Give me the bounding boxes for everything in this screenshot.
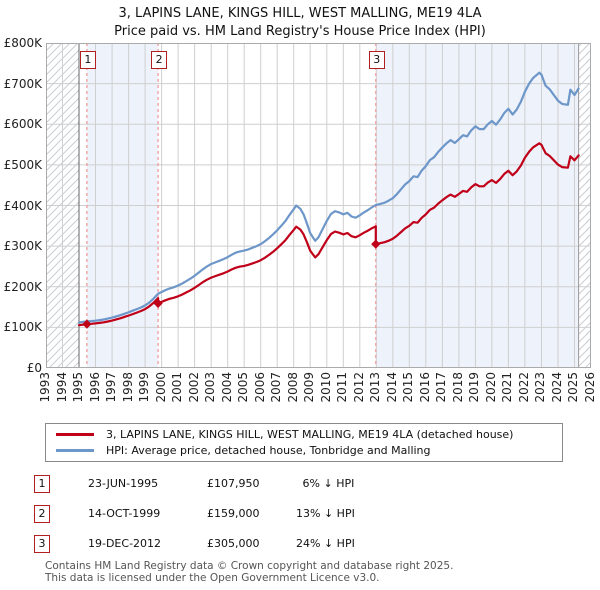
transaction-number-badge: 2 — [34, 505, 50, 523]
transaction-pct: 13% — [296, 507, 321, 520]
x-tick-label: 2015 — [401, 372, 416, 403]
x-tick-label: 2018 — [450, 372, 465, 403]
x-tick-label: 1994 — [54, 372, 69, 403]
y-tick-label: £700K — [3, 76, 42, 91]
y-tick-label: £300K — [3, 239, 42, 254]
transaction-price: £107,950 — [207, 477, 260, 490]
x-tick-label: 2025 — [566, 372, 581, 403]
purchase-badge-1: 1 — [79, 51, 96, 69]
y-tick-label: £400K — [3, 198, 42, 213]
x-tick-label: 2026 — [583, 372, 597, 403]
transaction-hpi-diff: 6% ↓ HPI — [296, 477, 355, 490]
x-tick-label: 1998 — [120, 372, 135, 403]
x-tick-label: 2004 — [219, 372, 234, 403]
x-tick-label: 2013 — [368, 372, 383, 403]
transaction-hpi-diff: 24% ↓ HPI — [296, 537, 355, 550]
transaction-hpi-diff: 13% ↓ HPI — [296, 507, 355, 520]
x-tick-label: 2001 — [170, 372, 185, 403]
x-tick-label: 2002 — [186, 372, 201, 403]
transaction-date: 23-JUN-1995 — [88, 477, 159, 490]
price-chart: £0 £100K £200K £300K £400K £500K £600K £700K £80… — [3, 36, 597, 403]
y-tick-label: £100K — [3, 320, 42, 335]
transaction-date: 14-OCT-1999 — [88, 507, 161, 520]
x-tick-label: 1993 — [38, 372, 52, 403]
y-tick-label: £600K — [3, 117, 42, 132]
transaction-pct: 24% — [296, 537, 321, 550]
gridlines — [46, 43, 591, 368]
x-tick-label: 2024 — [549, 372, 564, 403]
licence-footer: Contains HM Land Registry data © Crown c… — [45, 560, 453, 584]
x-tick-label: 2014 — [384, 372, 399, 403]
x-tick-label: 2010 — [318, 372, 333, 403]
y-tick-label: £200K — [3, 279, 42, 294]
purchase-badge-2: 2 — [151, 51, 168, 69]
transaction-pct-suffix: ↓ HPI — [323, 477, 355, 490]
transaction-price: £159,000 — [207, 507, 260, 520]
transaction-row: 3 19-DEC-2012 £305,000 24% ↓ HPI — [0, 535, 600, 555]
property-line-swatch — [56, 433, 94, 436]
transaction-pct-suffix: ↓ HPI — [323, 507, 355, 520]
y-tick-label: £800K — [3, 36, 42, 50]
x-tick-label: 2017 — [434, 372, 449, 403]
x-tick-label: 2020 — [483, 372, 498, 403]
footer-line-2: This data is licensed under the Open Gov… — [45, 572, 380, 584]
legend-item-hpi: HPI: Average price, detached house, Tonb… — [56, 444, 562, 457]
x-tick-label: 1999 — [137, 372, 152, 403]
x-tick-label: 2011 — [335, 372, 350, 403]
x-tick-label: 2000 — [153, 372, 168, 403]
hpi-line — [77, 71, 580, 324]
legend-item-property: 3, LAPINS LANE, KINGS HILL, WEST MALLING… — [56, 428, 562, 441]
x-tick-label: 2022 — [516, 372, 531, 403]
x-tick-label: 1996 — [87, 372, 102, 403]
transaction-price: £305,000 — [207, 537, 260, 550]
y-tick-label: £0 — [26, 361, 42, 375]
x-tick-label: 2006 — [252, 372, 267, 403]
y-tick-label: £500K — [3, 157, 42, 172]
chart-legend: 3, LAPINS LANE, KINGS HILL, WEST MALLING… — [45, 423, 563, 462]
hpi-line-swatch — [56, 449, 94, 452]
chart-subtitle: Price paid vs. HM Land Registry's House … — [114, 24, 486, 39]
transaction-row: 2 14-OCT-1999 £159,000 13% ↓ HPI — [0, 505, 600, 525]
transaction-number-badge: 3 — [34, 535, 50, 553]
transaction-date: 19-DEC-2012 — [88, 537, 162, 550]
x-tick-label: 1995 — [71, 372, 86, 403]
x-tick-label: 2016 — [417, 372, 432, 403]
footer-line-1: Contains HM Land Registry data © Crown c… — [45, 560, 454, 572]
transaction-row: 1 23-JUN-1995 £107,950 6% ↓ HPI — [0, 475, 600, 495]
x-tick-label: 2012 — [351, 372, 366, 403]
transaction-pct: 6% — [302, 477, 320, 490]
x-tick-label: 2009 — [302, 372, 317, 403]
x-tick-label: 2019 — [467, 372, 482, 403]
legend-label-hpi: HPI: Average price, detached house, Tonb… — [106, 444, 431, 457]
legend-label-property: 3, LAPINS LANE, KINGS HILL, WEST MALLING… — [106, 428, 514, 441]
purchase-marker-diamond — [371, 239, 381, 249]
purchase-marker-diamond — [82, 319, 92, 329]
x-tick-label: 2005 — [236, 372, 251, 403]
x-tick-label: 2023 — [533, 372, 548, 403]
chart-plot-area — [46, 43, 591, 368]
purchase-badge-3: 3 — [368, 51, 385, 69]
x-tick-label: 2007 — [269, 372, 284, 403]
x-tick-label: 2021 — [500, 372, 515, 403]
transaction-pct-suffix: ↓ HPI — [323, 537, 355, 550]
chart-title: 3, LAPINS LANE, KINGS HILL, WEST MALLING… — [118, 6, 482, 21]
x-tick-label: 2003 — [203, 372, 218, 403]
purchase-marker-diamond — [153, 298, 163, 309]
x-tick-label: 2008 — [285, 372, 300, 403]
x-tick-label: 1997 — [104, 372, 119, 403]
transaction-number-badge: 1 — [34, 475, 50, 493]
